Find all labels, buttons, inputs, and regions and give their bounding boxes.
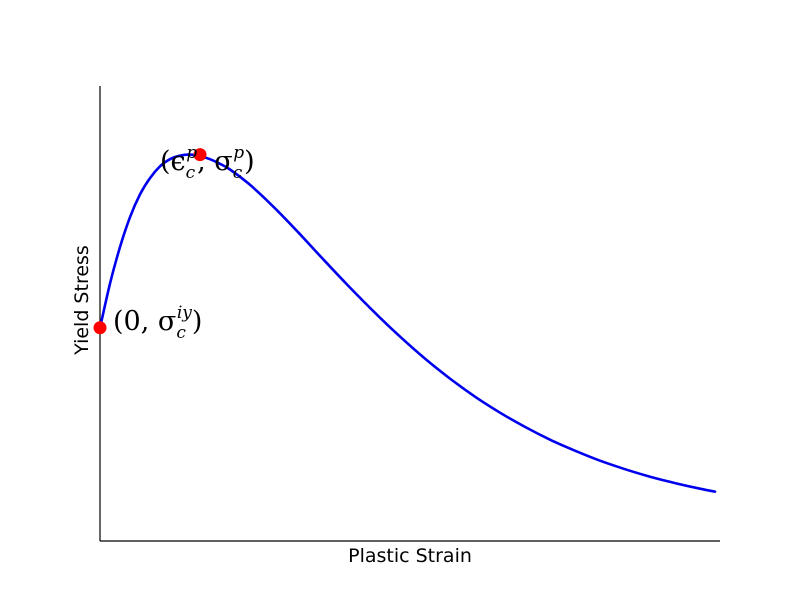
annotation-initial-yield: (0, σciy) <box>113 303 202 343</box>
annotation-peak: (ϵcp, σcp) <box>160 143 255 183</box>
points-layer <box>93 148 207 335</box>
initial-yield-point <box>93 321 107 335</box>
y-axis-title: Yield Stress <box>71 245 93 356</box>
series-layer <box>98 153 717 493</box>
x-axis-title: Plastic Strain <box>348 545 472 567</box>
peak-point <box>193 148 207 162</box>
yield-stress-curve-0 <box>98 153 717 493</box>
chart-axes <box>99 86 720 542</box>
